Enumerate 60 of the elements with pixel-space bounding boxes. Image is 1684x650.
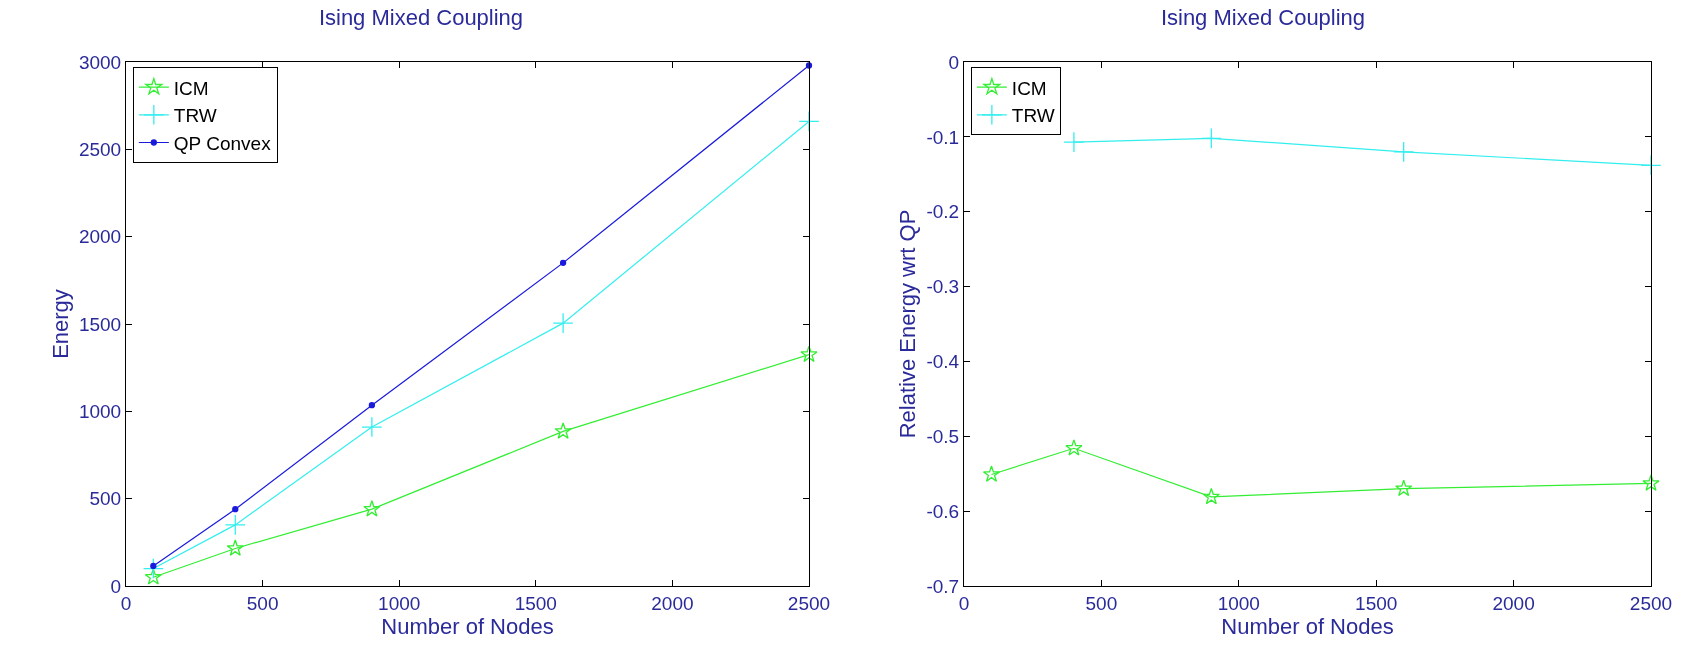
x-tick-label: 500	[1085, 592, 1118, 614]
point	[800, 345, 818, 363]
point	[1202, 487, 1220, 505]
point	[1642, 474, 1660, 491]
y-tick-label: -0.5	[926, 425, 960, 447]
y-tick-label: -0.6	[926, 500, 960, 522]
point	[1063, 131, 1085, 153]
x-tick-label: 2500	[787, 592, 831, 614]
point	[805, 62, 813, 69]
chart-title: Ising Mixed Coupling	[1160, 5, 1366, 31]
y-tick-label: 2000	[78, 226, 122, 248]
point	[232, 506, 239, 513]
x-tick-label: 1500	[1355, 592, 1398, 614]
point	[368, 402, 376, 409]
point	[363, 500, 381, 517]
point	[982, 465, 1001, 482]
y-tick-label: -0.3	[926, 276, 960, 298]
y-tick-label: 1500	[78, 313, 122, 335]
y-axis-title: Energy	[47, 289, 73, 359]
y-tick-label: 0	[110, 575, 122, 597]
y-tick-label: 2500	[78, 138, 122, 160]
x-tick-label: 1000	[378, 592, 421, 614]
legend-label: QP Convex	[173, 132, 272, 154]
x-tick-label: 2500	[1629, 592, 1673, 614]
y-tick-label: -0.7	[926, 575, 960, 597]
point	[559, 259, 567, 267]
point	[224, 514, 246, 536]
point	[1640, 154, 1662, 176]
point	[1065, 439, 1083, 456]
point	[1393, 141, 1415, 163]
y-tick-label: 3000	[78, 51, 122, 73]
point	[554, 422, 572, 439]
point	[226, 539, 244, 556]
x-tick-label: 1000	[1217, 592, 1260, 614]
point	[1200, 127, 1222, 149]
x-tick-label: 2000	[1492, 592, 1535, 614]
legend-label: TRW	[173, 105, 217, 127]
x-tick-label: 1500	[514, 592, 557, 614]
point	[150, 562, 157, 570]
point	[142, 558, 164, 579]
y-tick-label: -0.1	[926, 126, 960, 148]
point	[361, 416, 383, 438]
y-tick-label: -0.4	[926, 351, 960, 373]
y-tick-label: 1000	[78, 400, 122, 422]
x-axis-title: Number of Nodes	[381, 613, 554, 639]
y-tick-label: 0	[948, 51, 960, 73]
x-tick-label: 2000	[651, 592, 694, 614]
legend-label: ICM	[1011, 77, 1047, 99]
legend-label: TRW	[1011, 105, 1055, 127]
y-axis-title: Relative Energy wrt QP	[895, 209, 921, 439]
chart-title: Ising Mixed Coupling	[318, 5, 524, 31]
y-tick-label: 500	[89, 488, 122, 510]
point	[798, 110, 820, 132]
point	[144, 568, 162, 585]
x-tick-label: 500	[246, 592, 279, 614]
point	[552, 312, 574, 334]
x-axis-title: Number of Nodes	[1221, 613, 1394, 639]
legend-label: ICM	[173, 77, 209, 99]
point	[1395, 479, 1413, 497]
y-tick-label: -0.2	[926, 201, 960, 223]
